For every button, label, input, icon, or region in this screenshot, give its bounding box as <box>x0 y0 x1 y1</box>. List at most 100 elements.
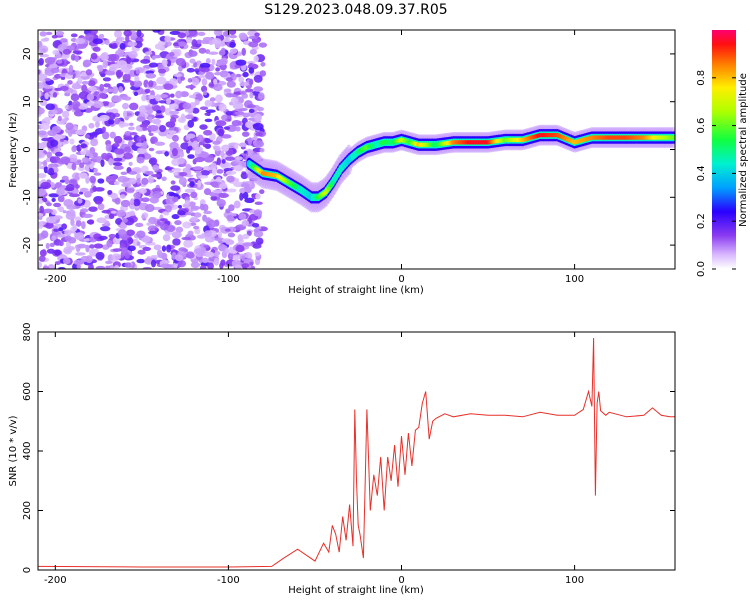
spectrogram-noise-cell <box>99 226 111 232</box>
snr-y-tick-label: 600 <box>22 382 33 401</box>
spectrogram-noise-cell <box>163 83 174 91</box>
spectrogram-noise-cell <box>113 264 120 269</box>
spectrogram-noise-cell <box>108 66 116 72</box>
spectrogram-noise-cell <box>155 94 161 102</box>
spectrogram-noise-cell <box>185 251 195 259</box>
spectrogram-noise-cell <box>126 56 132 65</box>
spectrogram-noise-cell <box>46 202 52 207</box>
spectrogram-noise-cell <box>72 223 77 232</box>
spectrogram-noise-cell <box>225 239 235 245</box>
spectrogram-noise-cell <box>158 100 167 104</box>
spectrogram-noise-cell <box>124 131 132 136</box>
spectrogram-noise-cell <box>168 130 177 135</box>
spectrogram-noise-cell <box>240 182 250 188</box>
spectrogram-noise-cell <box>218 103 227 112</box>
spectrogram-noise-cell <box>185 37 193 44</box>
spectrogram-noise-cell <box>87 80 96 87</box>
spectrogram-noise-cell <box>69 138 75 145</box>
spectrogram-noise-cell <box>229 48 238 54</box>
spectrogram-noise-cell <box>150 254 159 259</box>
spectrogram-noise-cell <box>245 88 254 93</box>
spectrogram-noise-cell <box>186 67 195 73</box>
spectrogram-noise-cell <box>62 210 67 214</box>
spectrogram-noise-cell <box>92 38 103 45</box>
spectrogram-noise-cell <box>197 180 202 188</box>
spectrogram-noise-cell <box>56 59 63 64</box>
spectrogram-noise-cell <box>81 80 90 85</box>
spectrogram-noise-cell <box>142 246 152 251</box>
spectrogram-noise-cell <box>220 134 232 139</box>
spectrogram-noise-cell <box>128 161 133 166</box>
spectrogram-noise-cell <box>192 107 200 114</box>
spectrogram-noise-cell <box>166 244 172 253</box>
spectrogram-noise-cell <box>220 150 225 158</box>
spectrogram-noise-cell <box>222 145 229 152</box>
spectrogram-noise-cell <box>112 248 123 252</box>
spectrogram-noise-cell <box>42 208 53 214</box>
spectrogram-noise-cell <box>235 73 242 78</box>
spectrogram-noise-cell <box>133 91 139 97</box>
spectrogram-noise-cell <box>50 139 59 147</box>
spectrogram-noise-cell <box>71 145 77 153</box>
spectrogram-noise-cell <box>228 246 235 254</box>
spectrogram-noise-cell <box>151 187 163 193</box>
spectrogram-noise-cell <box>71 82 80 90</box>
spectrogram-noise-cell <box>39 249 47 257</box>
spectrogram-noise-cell <box>233 200 241 209</box>
spectrogram-noise-cell <box>77 243 87 249</box>
spectrogram-noise-cell <box>144 170 154 175</box>
spectrogram-noise-cell <box>74 50 82 55</box>
spectrogram-noise-cell <box>142 141 148 150</box>
colorbar-label: Normalized spectral amplitude <box>738 73 749 227</box>
spectrogram-noise-cell <box>40 181 52 190</box>
spectrogram-noise-cell <box>216 168 224 174</box>
spectrogram-noise-cell <box>122 110 128 118</box>
spectrogram-noise-cell <box>85 33 94 41</box>
spectrogram-noise-cell <box>62 48 71 55</box>
spectrogram-noise-cell <box>56 134 66 139</box>
spectrogram-noise-cell <box>119 194 126 199</box>
spectrogram-noise-cell <box>38 107 45 115</box>
spectrogram-noise-cell <box>218 183 228 190</box>
spectrogram-noise-cell <box>62 118 68 124</box>
spectrogram-y-ticks: -20 -10 0 10 20 <box>22 48 675 253</box>
spectrogram-noise-cell <box>127 41 138 47</box>
spectrogram-noise-cell <box>130 198 135 206</box>
snr-x-ticks: -200 -100 0 100 <box>44 332 584 586</box>
spectrogram-noise-cell <box>92 46 101 52</box>
spectrogram-noise-cell <box>87 86 98 92</box>
spectrogram-y-tick-label: -20 <box>22 237 33 253</box>
spectrogram-noise-cell <box>81 84 88 93</box>
spectrogram-noise-cell <box>193 166 203 171</box>
spectrogram-noise-cell <box>239 192 244 201</box>
spectrogram-noise-cell <box>255 237 264 245</box>
spectrogram-noise-cell <box>150 174 161 178</box>
spectrogram-noise-cell <box>196 39 203 45</box>
spectrogram-noise-cell <box>38 212 44 217</box>
spectrogram-noise-cell <box>54 31 65 36</box>
spectrogram-noise-cell <box>118 121 126 128</box>
spectrogram-noise-cell <box>216 157 221 166</box>
spectrogram-noise-cell <box>213 78 218 85</box>
spectrogram-noise-cell <box>122 152 134 160</box>
spectrogram-noise-cell <box>113 148 125 155</box>
spectrogram-noise-cell <box>199 106 209 111</box>
spectrogram-noise-cell <box>55 151 63 157</box>
spectrogram-noise-cell <box>180 142 190 150</box>
spectrogram-noise-cell <box>223 88 232 93</box>
spectrogram-noise-cell <box>222 37 231 43</box>
spectrogram-noise-cell <box>226 80 236 88</box>
spectrogram-noise-cell <box>153 85 165 90</box>
spectrogram-noise-cell <box>200 39 210 45</box>
colorbar-tick-label: 0.8 <box>696 70 707 86</box>
spectrogram-noise-cell <box>45 31 53 36</box>
spectrogram-noise-cell <box>103 83 111 88</box>
spectrogram-noise-cell <box>44 56 56 65</box>
spectrogram-noise-cell <box>179 151 185 158</box>
spectrogram-noise-cell <box>134 207 140 211</box>
spectrogram-noise-cell <box>86 93 95 101</box>
spectrogram-noise-cell <box>187 77 193 83</box>
spectrogram-y-tick-label: 0 <box>22 146 33 152</box>
spectrogram-noise-cell <box>112 237 121 245</box>
